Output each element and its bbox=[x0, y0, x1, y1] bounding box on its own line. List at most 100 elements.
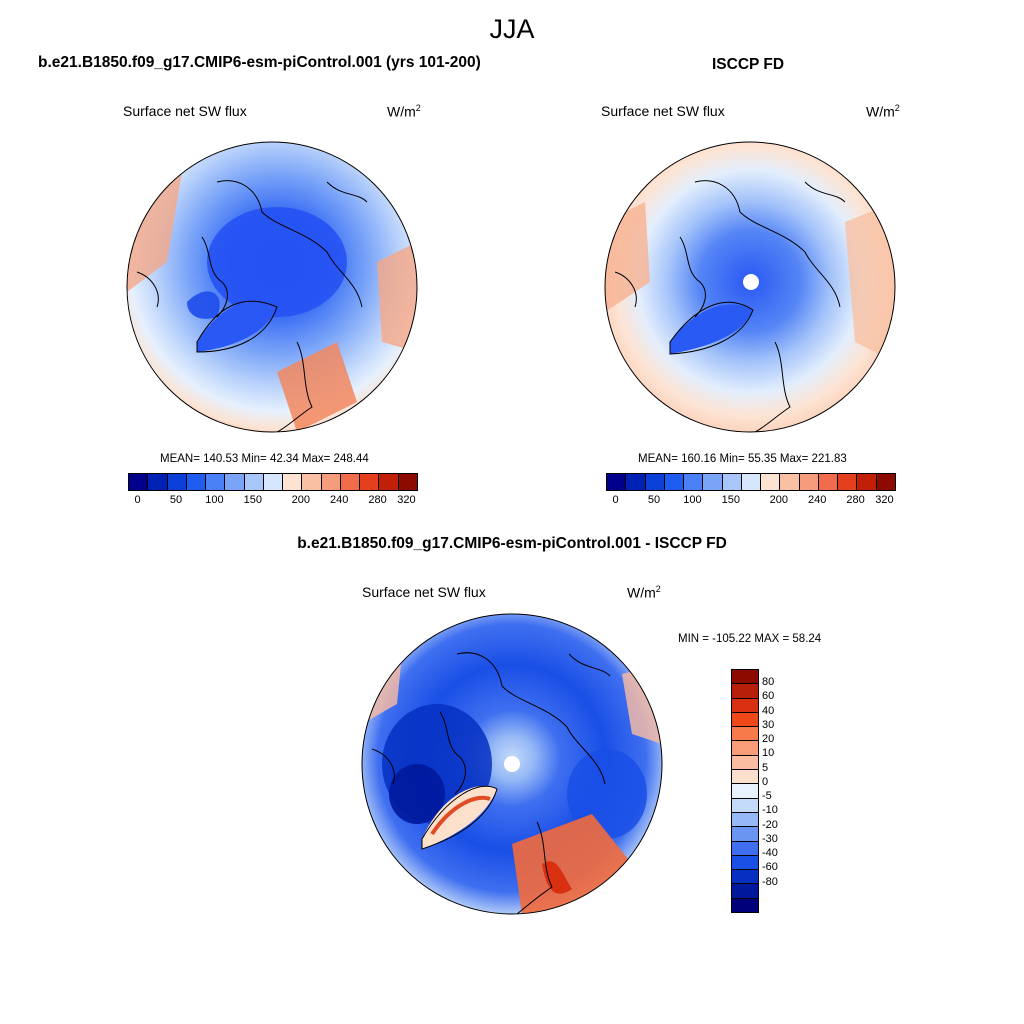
colorbar-tick-label: 240 bbox=[330, 494, 349, 506]
panel3-variable-label: Surface net SW flux bbox=[362, 584, 486, 600]
panel2-colorbar bbox=[606, 473, 896, 491]
panel1-stats: MEAN= 140.53 Min= 42.34 Max= 248.44 bbox=[160, 453, 369, 465]
panel2-units: W/m2 bbox=[866, 103, 900, 120]
colorbar-box bbox=[732, 883, 758, 898]
panel2-variable-label: Surface net SW flux bbox=[601, 103, 725, 119]
colorbar-box bbox=[732, 811, 758, 827]
colorbar-box bbox=[301, 474, 321, 490]
colorbar-box bbox=[262, 474, 283, 490]
colorbar-box bbox=[721, 474, 741, 490]
colorbar-box bbox=[702, 474, 722, 490]
colorbar-box bbox=[732, 826, 758, 841]
colorbar-box bbox=[129, 474, 148, 490]
colorbar-box bbox=[798, 474, 818, 490]
panel1-variable-label: Surface net SW flux bbox=[123, 103, 247, 119]
panel3-stats: MIN = -105.22 MAX = 58.24 bbox=[678, 633, 822, 645]
colorbar-tick-label: -10 bbox=[762, 804, 778, 817]
colorbar-box bbox=[732, 711, 758, 727]
panel3-title: b.e21.B1850.f09_g17.CMIP6-esm-piControl.… bbox=[297, 535, 727, 552]
colorbar-tick-label: 100 bbox=[683, 494, 702, 506]
colorbar-tick-label: 30 bbox=[762, 718, 775, 731]
colorbar-box bbox=[663, 474, 684, 490]
panel3-colorbar bbox=[731, 669, 759, 913]
colorbar-box bbox=[732, 769, 758, 784]
colorbar-tick-label: -60 bbox=[762, 861, 778, 874]
colorbar-tick-label: 20 bbox=[762, 733, 775, 746]
colorbar-box bbox=[760, 474, 780, 490]
colorbar-tick-label: 0 bbox=[762, 775, 769, 788]
colorbar-box bbox=[320, 474, 340, 490]
colorbar-box bbox=[732, 783, 758, 798]
colorbar-tick-label: 50 bbox=[647, 494, 661, 506]
colorbar-tick-label: 320 bbox=[397, 494, 416, 506]
panel1-title: b.e21.B1850.f09_g17.CMIP6-esm-piControl.… bbox=[38, 54, 481, 71]
colorbar-tick-label: 200 bbox=[291, 494, 310, 506]
colorbar-tick-label: 200 bbox=[769, 494, 788, 506]
colorbar-tick-label: 100 bbox=[205, 494, 224, 506]
colorbar-box bbox=[732, 726, 758, 741]
colorbar-tick-label: 80 bbox=[762, 676, 775, 689]
colorbar-box bbox=[224, 474, 244, 490]
season-title: JJA bbox=[489, 14, 535, 44]
colorbar-box bbox=[732, 683, 758, 698]
panel3-units: W/m2 bbox=[627, 584, 661, 601]
panel3-colorbar-ticks: 80 60 40 30 20 10 5 0 -5 -10 -20 -30 -40 -60 -80 bbox=[762, 669, 802, 911]
colorbar-box bbox=[732, 754, 758, 770]
colorbar-box bbox=[817, 474, 838, 490]
panel3-polar-map bbox=[361, 613, 663, 915]
panel1-colorbar bbox=[128, 473, 418, 491]
colorbar-box bbox=[732, 854, 758, 870]
colorbar-box bbox=[185, 474, 206, 490]
colorbar-box bbox=[147, 474, 167, 490]
panel1-polar-map bbox=[126, 141, 418, 433]
colorbar-tick-label: -40 bbox=[762, 847, 778, 860]
colorbar-box bbox=[683, 474, 703, 490]
panel2-title: ISCCP FD bbox=[712, 56, 785, 73]
colorbar-box bbox=[732, 840, 758, 855]
colorbar-box bbox=[732, 797, 758, 812]
colorbar-tick-label: 320 bbox=[875, 494, 894, 506]
colorbar-tick-label: 5 bbox=[762, 761, 769, 774]
colorbar-box bbox=[732, 670, 758, 684]
colorbar-tick-label: -20 bbox=[762, 818, 778, 831]
colorbar-tick-label: 240 bbox=[808, 494, 827, 506]
colorbar-tick-label: 10 bbox=[762, 747, 775, 760]
colorbar-box bbox=[837, 474, 857, 490]
panel2-polar-map bbox=[604, 141, 896, 433]
colorbar-tick-label: 40 bbox=[762, 704, 775, 717]
colorbar-box bbox=[397, 474, 417, 490]
colorbar-tick-label: 0 bbox=[134, 494, 141, 506]
panel1-colorbar-ticks: 0 50 100 150 200 240 280 320 bbox=[128, 494, 416, 508]
colorbar-tick-label: -80 bbox=[762, 875, 778, 888]
colorbar-tick-label: 280 bbox=[368, 494, 387, 506]
colorbar-tick-label: 280 bbox=[846, 494, 865, 506]
colorbar-box bbox=[740, 474, 761, 490]
colorbar-box bbox=[205, 474, 225, 490]
colorbar-box bbox=[359, 474, 379, 490]
colorbar-tick-label: -30 bbox=[762, 832, 778, 845]
colorbar-box bbox=[856, 474, 876, 490]
colorbar-box bbox=[607, 474, 626, 490]
panel1-units: W/m2 bbox=[387, 103, 421, 120]
colorbar-box bbox=[282, 474, 302, 490]
colorbar-tick-label: -5 bbox=[762, 790, 772, 803]
colorbar-box bbox=[732, 869, 758, 884]
colorbar-box bbox=[378, 474, 398, 490]
colorbar-box bbox=[732, 697, 758, 712]
colorbar-box bbox=[339, 474, 360, 490]
colorbar-box bbox=[243, 474, 263, 490]
colorbar-tick-label: 150 bbox=[721, 494, 740, 506]
colorbar-box bbox=[732, 740, 758, 755]
panel2-stats: MEAN= 160.16 Min= 55.35 Max= 221.83 bbox=[638, 453, 847, 465]
colorbar-tick-label: 60 bbox=[762, 690, 775, 703]
colorbar-box bbox=[644, 474, 664, 490]
colorbar-box bbox=[875, 474, 895, 490]
colorbar-tick-label: 150 bbox=[243, 494, 262, 506]
colorbar-box bbox=[779, 474, 799, 490]
colorbar-box bbox=[625, 474, 645, 490]
colorbar-box bbox=[166, 474, 186, 490]
panel2-colorbar-ticks: 0 50 100 150 200 240 280 320 bbox=[606, 494, 894, 508]
colorbar-tick-label: 0 bbox=[612, 494, 619, 506]
colorbar-box bbox=[732, 897, 758, 913]
colorbar-tick-label: 50 bbox=[169, 494, 183, 506]
